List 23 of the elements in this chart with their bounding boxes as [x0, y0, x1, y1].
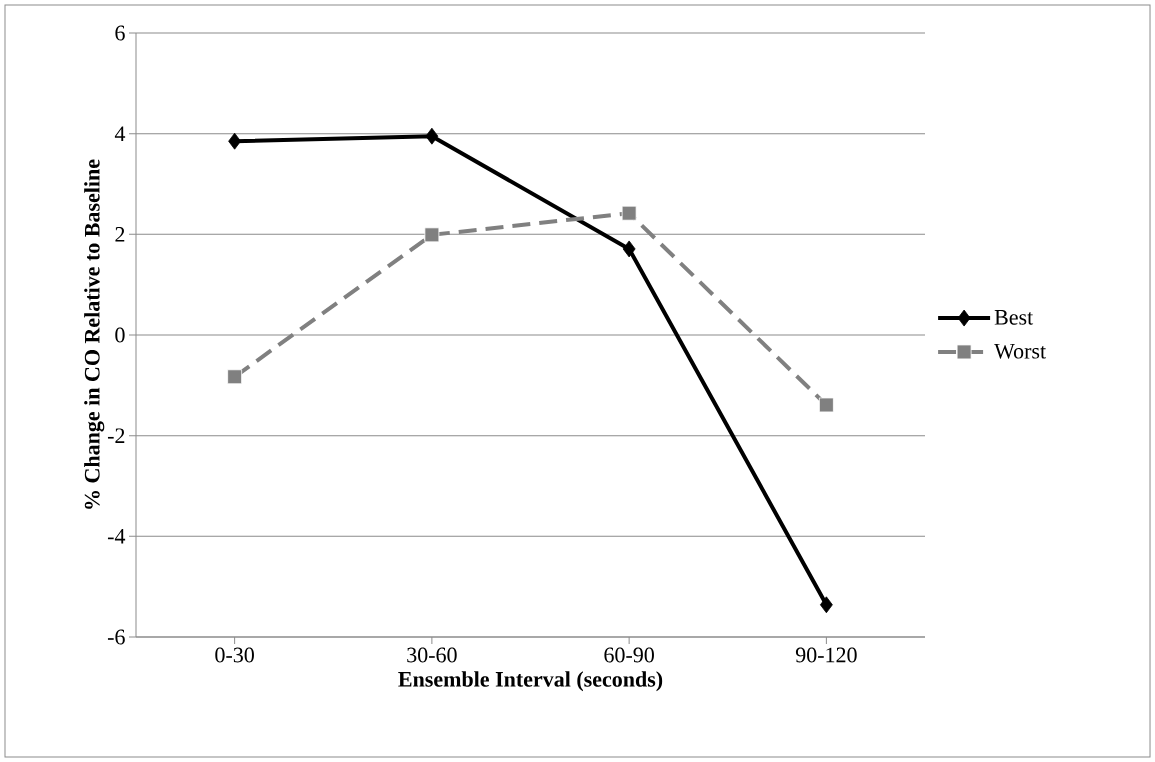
- legend-label: Best: [994, 310, 1034, 325]
- y-tick-label: 6: [115, 25, 125, 41]
- point: [227, 369, 243, 385]
- point: [622, 240, 636, 258]
- point: [425, 127, 439, 145]
- point: [818, 397, 834, 413]
- x-axis-title: Ensemble Interval (seconds): [398, 671, 663, 692]
- y-tick-label: -6: [107, 629, 125, 645]
- x-tick-label: 0-30: [215, 647, 254, 663]
- x-tick-label: 90-120: [795, 647, 857, 663]
- point: [819, 596, 833, 614]
- y-tick-label: -2: [107, 428, 125, 443]
- x-tick-label: 60-90: [604, 647, 654, 663]
- y-tick-label: 4: [114, 126, 126, 141]
- point: [621, 205, 637, 221]
- point: [424, 227, 440, 243]
- y-axis-title: % Change in CO Relative to Baseline: [84, 159, 105, 509]
- point: [228, 132, 242, 150]
- y-tick-label: -4: [107, 529, 126, 544]
- legend-label: Worst: [994, 343, 1046, 359]
- x-tick-label: 30-60: [407, 647, 457, 663]
- y-tick-label: 0: [115, 327, 125, 343]
- y-tick-label: 2: [115, 227, 125, 242]
